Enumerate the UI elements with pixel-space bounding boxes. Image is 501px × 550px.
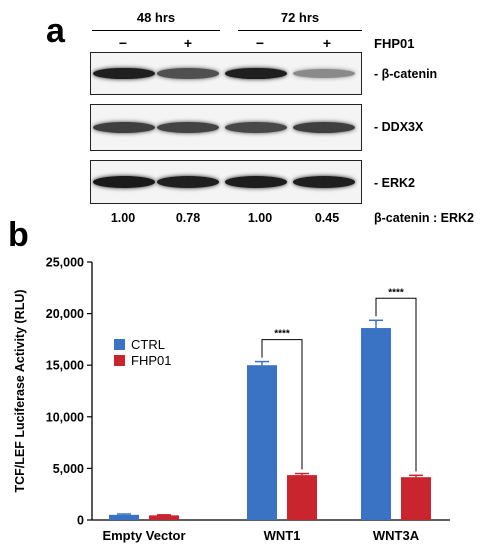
- blot-beta-catenin: [90, 52, 362, 95]
- bar-fhp01-1: [149, 515, 179, 520]
- x-category-label: WNT3A: [373, 528, 420, 543]
- lane-sign-1: −: [118, 35, 128, 51]
- significance-bracket: [375, 297, 417, 472]
- bar-fhp01-2: [287, 475, 317, 520]
- ratio-value-3: 1.00: [247, 211, 273, 225]
- legend-label-ctrl: CTRL: [131, 337, 165, 352]
- bar-ctrl-2: [247, 365, 277, 520]
- ratio-value-1: 1.00: [110, 211, 136, 225]
- band-beta-catenin-lane-1: [93, 67, 155, 80]
- bar-ctrl-3: [361, 328, 391, 520]
- y-tick-label: 0: [77, 514, 84, 528]
- timepoint-label-72h: 72 hrs: [280, 10, 320, 25]
- blot-label-erk2: - ERK2: [374, 176, 415, 190]
- blot-ddx3x: [90, 104, 362, 151]
- timepoint-bracket-48h: [92, 30, 220, 31]
- significance-bracket: [261, 339, 303, 470]
- y-tick-label: 20,000: [46, 307, 84, 321]
- panel-b-letter: b: [8, 216, 29, 254]
- significance-label: ****: [274, 329, 290, 340]
- timepoint-label-48h: 48 hrs: [136, 10, 176, 25]
- treatment-label: FHP01: [374, 36, 415, 51]
- band-ddx3x-lane-3: [225, 122, 287, 133]
- bar-chart: 0 5,000 10,000 15,000 20,000 25,000 TCF/LEF Lu…: [13, 256, 450, 543]
- y-tick-label: 5,000: [53, 462, 84, 476]
- blot-erk2: [90, 160, 362, 204]
- bar-fhp01-3: [401, 477, 431, 520]
- legend-swatch-fhp01: [114, 355, 125, 366]
- band-beta-catenin-lane-4: [293, 68, 355, 79]
- timepoint-bracket-72h: [238, 30, 362, 31]
- significance-label: ****: [388, 287, 404, 298]
- legend-label-fhp01: FHP01: [131, 353, 171, 368]
- bar-ctrl-1: [109, 514, 139, 520]
- ratio-value-4: 0.45: [314, 211, 340, 225]
- y-axis-label: TCF/LEF Luciferase Activity (RLU): [13, 289, 27, 492]
- band-ddx3x-lane-4: [293, 122, 355, 133]
- panel-a-letter: a: [46, 12, 65, 50]
- lane-sign-4: +: [322, 35, 332, 51]
- blot-label-ddx3x: - DDX3X: [374, 120, 424, 134]
- band-erk2-lane-2: [157, 176, 219, 188]
- band-erk2-lane-3: [225, 176, 287, 188]
- y-tick-label: 10,000: [46, 410, 84, 424]
- legend-swatch-ctrl: [114, 339, 125, 350]
- band-beta-catenin-lane-2: [157, 68, 219, 79]
- band-ddx3x-lane-2: [157, 122, 219, 133]
- band-erk2-lane-4: [293, 176, 355, 188]
- band-ddx3x-lane-1: [93, 122, 155, 133]
- ratio-label: β-catenin : ERK2: [374, 211, 475, 225]
- ratio-value-2: 0.78: [175, 211, 201, 225]
- band-beta-catenin-lane-3: [225, 67, 287, 80]
- blot-label-beta-catenin: - β-catenin: [374, 67, 438, 81]
- x-category-label: WNT1: [264, 528, 301, 543]
- y-tick-label: 25,000: [46, 256, 84, 270]
- band-erk2-lane-1: [93, 176, 155, 188]
- x-category-label: Empty Vector: [102, 528, 185, 543]
- lane-sign-3: −: [255, 35, 265, 51]
- lane-sign-2: +: [183, 35, 193, 51]
- y-tick-label: 15,000: [46, 359, 84, 373]
